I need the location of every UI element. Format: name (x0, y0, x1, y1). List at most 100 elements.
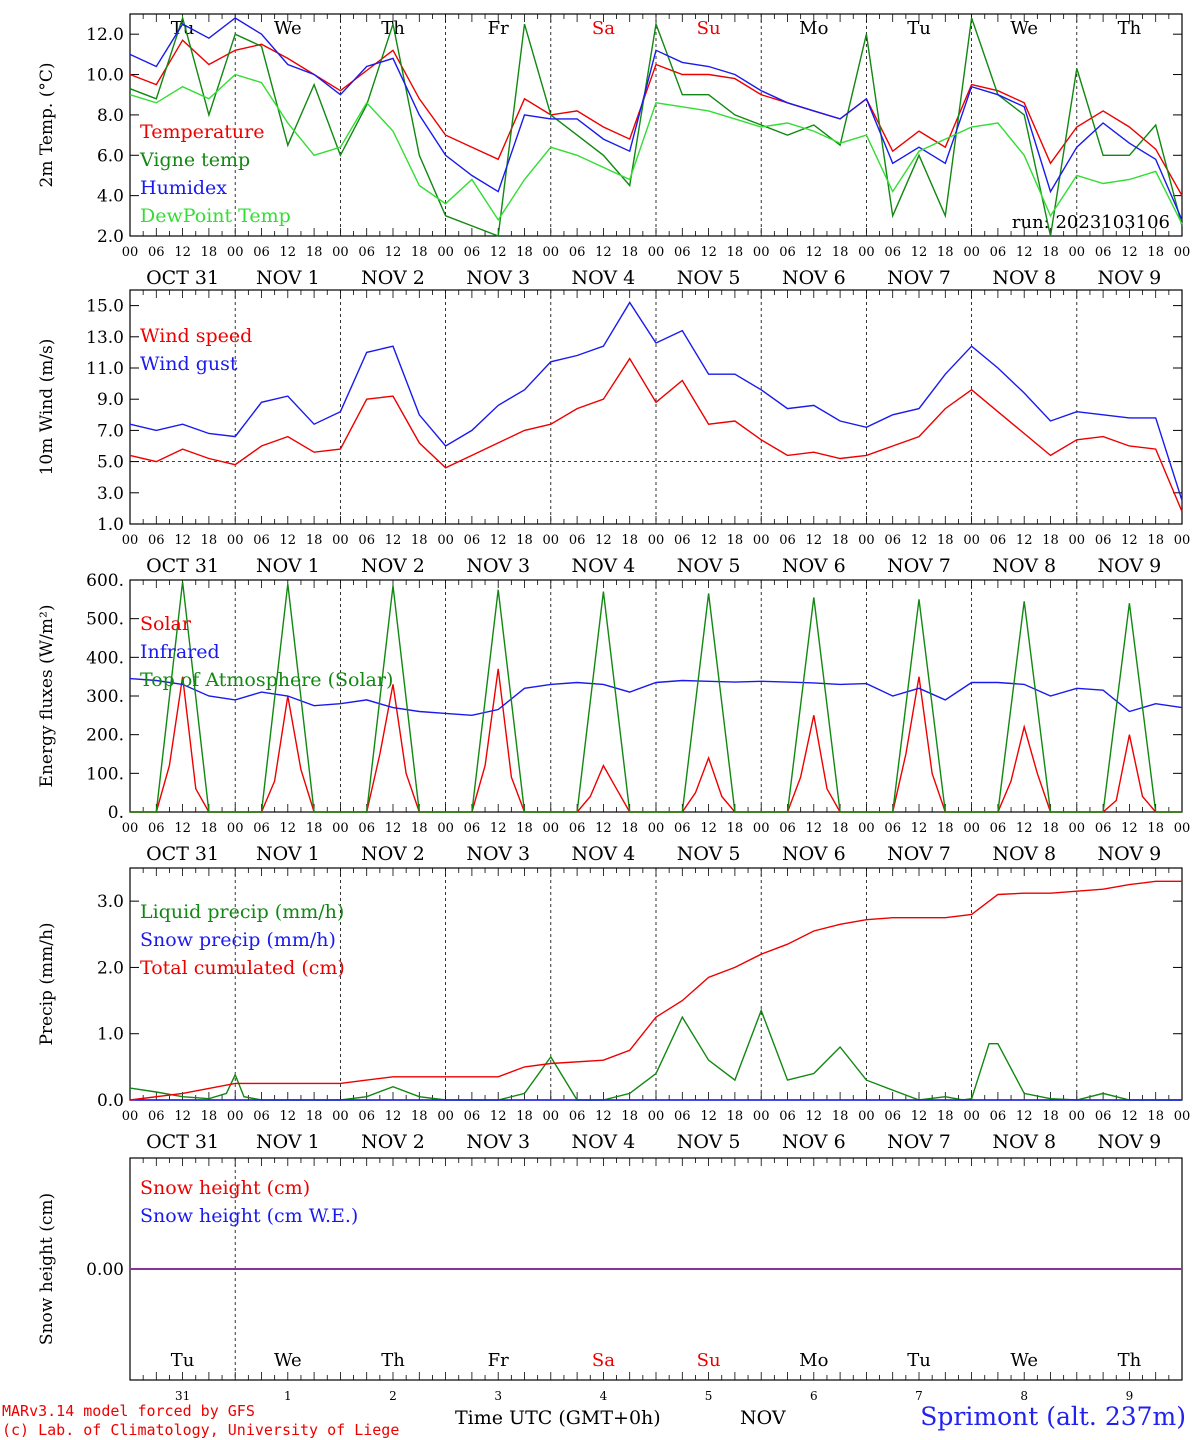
date-label: NOV 7 (887, 267, 951, 289)
date-label: NOV 7 (887, 1131, 951, 1153)
series-line-wind-speed (129, 357, 1183, 512)
y-tick-label: 100. (86, 764, 124, 784)
day-number-label: 4 (600, 1389, 608, 1403)
y-axis-title: Energy fluxes (W/m²) (37, 605, 57, 788)
date-label: NOV 4 (572, 1131, 636, 1153)
hour-tick-label: 12 (700, 821, 717, 836)
y-tick-label: 0. (108, 803, 124, 823)
hour-tick-label: 18 (1042, 1109, 1059, 1124)
date-label: NOV 3 (466, 843, 530, 865)
series-line-wind-gust (129, 301, 1183, 501)
weekday-label: Su (697, 18, 721, 39)
legend-entry: Liquid precip (mm/h) (140, 901, 344, 923)
hour-tick-label: 06 (358, 245, 375, 260)
hour-tick-label: 06 (358, 821, 375, 836)
hour-tick-label: 06 (253, 533, 270, 548)
lab-credit: (c) Lab. of Climatology, University of L… (2, 1421, 400, 1439)
station-name: Sprimont (alt. 237m) (920, 1402, 1186, 1431)
hour-tick-label: 00 (1174, 821, 1191, 836)
day-number-label: 5 (705, 1389, 713, 1403)
legend-entry: DewPoint Temp (140, 205, 291, 227)
legend-entry: Snow height (cm W.E.) (140, 1205, 358, 1227)
hour-tick-label: 00 (963, 245, 980, 260)
date-label: NOV 4 (572, 267, 636, 289)
day-number-label: 31 (175, 1389, 190, 1403)
hour-tick-label: 12 (911, 1109, 928, 1124)
legend-entry: Solar (140, 613, 192, 635)
hour-tick-label: 12 (1016, 1109, 1033, 1124)
hour-tick-label: 18 (937, 245, 954, 260)
y-tick-label: 500. (86, 610, 124, 630)
hour-tick-label: 00 (753, 533, 770, 548)
hour-tick-label: 00 (858, 821, 875, 836)
hour-tick-label: 12 (911, 245, 928, 260)
hour-tick-label: 00 (332, 821, 349, 836)
legend-entry: Top of Atmosphere (Solar) (140, 669, 393, 691)
weekday-label: Fr (488, 18, 509, 39)
hour-tick-label: 06 (569, 533, 586, 548)
day-number-label: 3 (494, 1389, 502, 1403)
hour-tick-label: 00 (648, 245, 665, 260)
y-tick-label: 2.0 (97, 227, 124, 247)
hour-tick-label: 06 (253, 1109, 270, 1124)
hour-tick-label: 06 (253, 245, 270, 260)
legend-entry: Snow precip (mm/h) (140, 929, 336, 951)
hour-tick-label: 18 (621, 245, 638, 260)
hour-tick-label: 00 (437, 1109, 454, 1124)
hour-tick-label: 00 (1174, 1109, 1191, 1124)
legend-entry: Vigne temp (139, 149, 250, 171)
hour-tick-label: 00 (963, 533, 980, 548)
hour-tick-label: 18 (306, 533, 323, 548)
hour-tick-label: 18 (832, 245, 849, 260)
date-label: NOV 2 (361, 843, 425, 865)
date-label: OCT 31 (146, 267, 219, 289)
day-number-label: 9 (1126, 1389, 1134, 1403)
y-axis-title: Precip (mm/h) (37, 922, 57, 1045)
hour-tick-label: 18 (1147, 533, 1164, 548)
series-line-vigne-temp (129, 15, 1183, 237)
y-axis-title: Snow height (cm) (37, 1193, 57, 1345)
date-label: OCT 31 (146, 1131, 219, 1153)
hour-tick-label: 06 (569, 821, 586, 836)
y-tick-label: 6.0 (97, 146, 124, 166)
date-label: NOV 6 (782, 555, 846, 577)
date-label: OCT 31 (146, 555, 219, 577)
hour-tick-label: 12 (806, 821, 823, 836)
date-label: NOV 3 (466, 267, 530, 289)
y-tick-label: 5.0 (97, 453, 124, 473)
hour-tick-label: 12 (280, 245, 297, 260)
hour-tick-label: 00 (1069, 1109, 1086, 1124)
hour-tick-label: 18 (621, 1109, 638, 1124)
hour-tick-label: 06 (148, 533, 165, 548)
date-label: NOV 9 (1098, 555, 1162, 577)
hour-tick-label: 18 (832, 533, 849, 548)
hour-tick-label: 18 (832, 1109, 849, 1124)
weekday-label: Th (381, 1350, 405, 1371)
series-line-dewpoint-temp (129, 73, 1183, 225)
hour-tick-label: 06 (148, 1109, 165, 1124)
series-line-total-cumulated-cm- (129, 880, 1182, 1101)
date-label: NOV 8 (992, 267, 1056, 289)
date-label: NOV 4 (572, 555, 636, 577)
date-label: NOV 9 (1098, 267, 1162, 289)
weekday-label: Mo (799, 18, 828, 39)
hour-tick-label: 06 (779, 821, 796, 836)
weekday-label: Th (1118, 1350, 1142, 1371)
hour-tick-label: 06 (358, 533, 375, 548)
hour-tick-label: 12 (700, 1109, 717, 1124)
hour-tick-label: 12 (700, 533, 717, 548)
hour-tick-label: 12 (1121, 1109, 1138, 1124)
date-label: NOV 5 (677, 555, 741, 577)
hour-tick-label: 06 (464, 533, 481, 548)
hour-tick-label: 00 (227, 1109, 244, 1124)
date-label: NOV 3 (466, 1131, 530, 1153)
day-number-label: 7 (915, 1389, 923, 1403)
y-tick-label: 300. (86, 687, 124, 707)
date-label: NOV 6 (782, 843, 846, 865)
hour-tick-label: 06 (1095, 821, 1112, 836)
hour-tick-label: 18 (201, 821, 218, 836)
hour-tick-label: 18 (1147, 1109, 1164, 1124)
hour-tick-label: 00 (1174, 245, 1191, 260)
hour-tick-label: 18 (516, 245, 533, 260)
hour-tick-label: 06 (464, 245, 481, 260)
